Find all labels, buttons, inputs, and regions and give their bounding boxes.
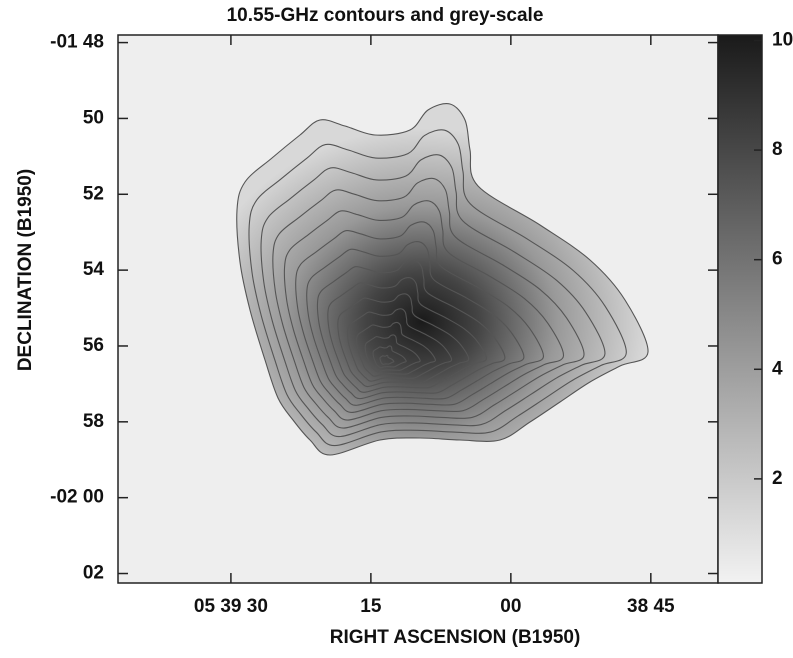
x-tick-label: 38 45 xyxy=(627,596,675,617)
contour xyxy=(248,129,627,447)
contour xyxy=(283,200,565,421)
contour xyxy=(306,241,525,406)
grey-scale-emission xyxy=(236,103,649,455)
colorbar-tick-label: 4 xyxy=(772,358,783,379)
y-tick-label: 58 xyxy=(83,411,104,432)
contour xyxy=(295,221,544,414)
contour xyxy=(272,177,585,429)
contour xyxy=(327,277,487,393)
chart-title: 10.55-GHz contours and grey-scale xyxy=(227,5,544,26)
x-tick-label: 15 xyxy=(360,596,382,617)
x-tick-label: 00 xyxy=(500,596,521,617)
contour xyxy=(316,259,506,400)
contour-map xyxy=(236,103,649,456)
y-tick-label: 54 xyxy=(83,259,105,280)
contour xyxy=(346,308,453,382)
y-tick-label: -02 00 xyxy=(50,487,104,508)
y-axis-label: DECLINATION (B1950) xyxy=(15,169,36,371)
contour xyxy=(356,321,436,377)
contour xyxy=(364,334,421,373)
contour xyxy=(260,154,606,438)
colorbar-tick-label: 2 xyxy=(772,468,783,489)
colorbar-tick-label: 8 xyxy=(772,139,783,160)
y-tick-label: 02 xyxy=(83,563,104,584)
contour xyxy=(236,103,649,456)
colorbar-tick-label: 6 xyxy=(772,249,783,270)
x-tick-label: 05 39 30 xyxy=(194,596,268,617)
colorbar-tick-label: 10 xyxy=(772,29,793,50)
contour xyxy=(372,345,407,369)
contour xyxy=(379,354,395,365)
colorbar xyxy=(717,34,763,584)
y-tick-label: -01 48 xyxy=(50,32,104,53)
y-tick-label: 56 xyxy=(83,335,104,356)
contour xyxy=(337,293,470,388)
y-tick-label: 52 xyxy=(83,183,104,204)
y-tick-label: 50 xyxy=(83,107,104,128)
x-axis-label: RIGHT ASCENSION (B1950) xyxy=(330,627,581,648)
